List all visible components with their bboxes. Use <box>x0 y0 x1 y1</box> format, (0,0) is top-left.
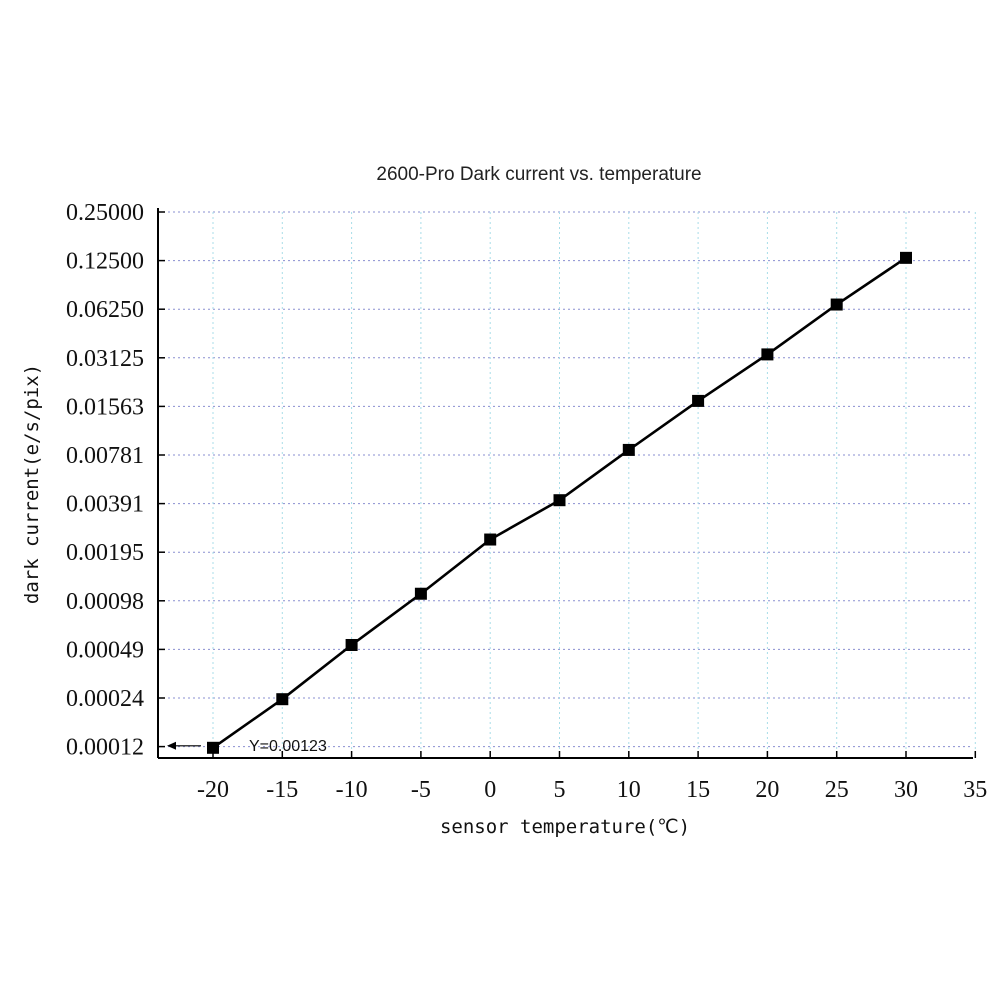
axes <box>157 208 977 759</box>
y-tick-label: 0.00098 <box>66 589 144 615</box>
x-tick-label: 15 <box>686 777 710 803</box>
x-tick-label: 5 <box>554 777 566 803</box>
y-tick-label: 0.03125 <box>66 346 144 372</box>
data-point <box>761 348 774 361</box>
x-tick-label: 20 <box>755 777 779 803</box>
y-tick-label: 0.00049 <box>66 637 144 663</box>
y-tick-label: 0.00391 <box>66 492 144 518</box>
x-tick-label: 0 <box>484 777 496 803</box>
x-tick-label: 35 <box>963 777 987 803</box>
y-tick-label: 0.00195 <box>66 540 144 566</box>
y-tick-label: 0.01563 <box>66 394 144 420</box>
data-point <box>553 494 566 507</box>
data-point <box>414 587 427 600</box>
ticks: 0.25000 0.12500 0.06250 0.03125 0.01563 0.007… <box>66 200 987 803</box>
x-tick-label: 25 <box>825 777 849 803</box>
plot-area <box>207 251 912 754</box>
data-point <box>207 741 219 754</box>
y-tick-label: 0.00781 <box>66 443 144 469</box>
x-tick-label: -20 <box>197 777 229 803</box>
data-point <box>692 394 705 407</box>
y-axis-label: dark current(e/s/pix) <box>21 364 43 604</box>
data-point <box>622 443 635 456</box>
x-tick-label: 30 <box>894 777 918 803</box>
y-tick-label: 0.12500 <box>66 249 144 275</box>
x-tick-label: -15 <box>266 777 298 803</box>
x-tick-label: -5 <box>411 777 431 803</box>
annotation-arrowhead <box>167 741 176 750</box>
chart-title: 2600-Pro Dark current vs. temperature <box>376 164 701 185</box>
y-tick-label: 0.25000 <box>66 200 144 226</box>
x-tick-label: 10 <box>617 777 641 803</box>
data-point <box>276 693 289 706</box>
annotations: Y=0.00123 <box>167 738 327 755</box>
annotation-label: Y=0.00123 <box>249 738 327 755</box>
data-point <box>345 638 358 651</box>
y-tick-label: 0.00012 <box>66 735 144 761</box>
y-tick-label: 0.00024 <box>66 686 144 712</box>
data-point <box>900 251 912 264</box>
x-tick-label: -10 <box>336 777 368 803</box>
x-axis-label: sensor temperature(℃) <box>440 816 690 838</box>
data-point <box>484 533 497 546</box>
data-point <box>830 298 843 311</box>
y-tick-label: 0.06250 <box>66 297 144 323</box>
